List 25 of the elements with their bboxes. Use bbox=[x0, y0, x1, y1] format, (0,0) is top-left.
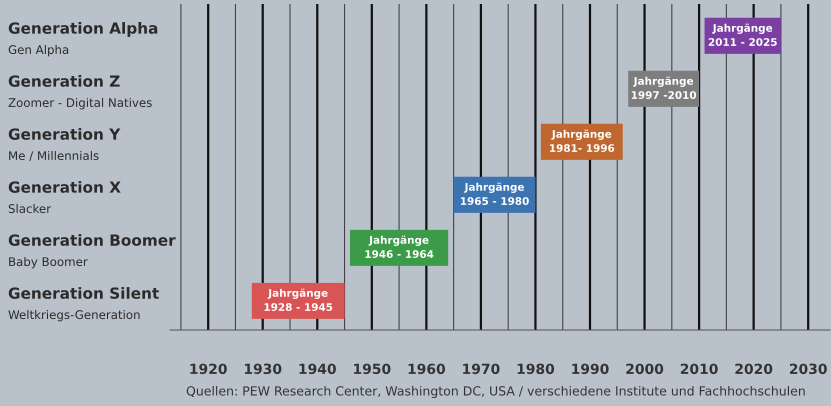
data-label: Jahrgänge 1981- 1996 bbox=[550, 130, 614, 152]
x-tick-label: 1940 bbox=[300, 364, 336, 374]
x-tick-label: 1980 bbox=[518, 364, 554, 374]
x-tick-label: 2020 bbox=[735, 364, 772, 374]
y-tick-label: Generation Boomer Baby Boomer bbox=[8, 234, 176, 268]
data-label: Jahrgänge 1928 - 1945 bbox=[264, 288, 332, 311]
x-tick-label: 2010 bbox=[680, 364, 718, 374]
x-tick-label: 2030 bbox=[790, 364, 827, 374]
x-tick-label: 1920 bbox=[190, 364, 227, 374]
data-label: Jahrgänge 1946 - 1964 bbox=[365, 236, 434, 258]
x-tick-label: 1960 bbox=[408, 364, 446, 374]
x-tick-label: 1970 bbox=[463, 364, 500, 374]
y-tick-label: Generation X Slacker bbox=[8, 181, 121, 214]
data-label: Jahrgänge 1997 -2010 bbox=[632, 76, 696, 99]
x-tick-label: 1930 bbox=[244, 364, 282, 374]
y-tick-label: Generation Y Me / Millennials bbox=[8, 128, 120, 162]
x-tick-label: 2000 bbox=[626, 364, 664, 374]
data-label: Jahrgänge 1965 - 1980 bbox=[460, 182, 529, 205]
x-tick-label: 1990 bbox=[572, 364, 609, 374]
y-tick-label: Generation Z Zoomer - Digital Natives bbox=[8, 75, 152, 110]
y-tick-label: Generation Silent Weltkriegs-Generation bbox=[8, 287, 159, 322]
y-tick-label: Generation Alpha Gen Alpha bbox=[8, 22, 158, 56]
data-label: Jahrgänge 2011 - 2025 bbox=[708, 24, 777, 46]
source-note: Quellen: PEW Research Center, Washington DC, USA / verschiedene Institute und Fachhochschulen bbox=[186, 386, 805, 398]
x-tick-label: 1950 bbox=[354, 364, 390, 374]
